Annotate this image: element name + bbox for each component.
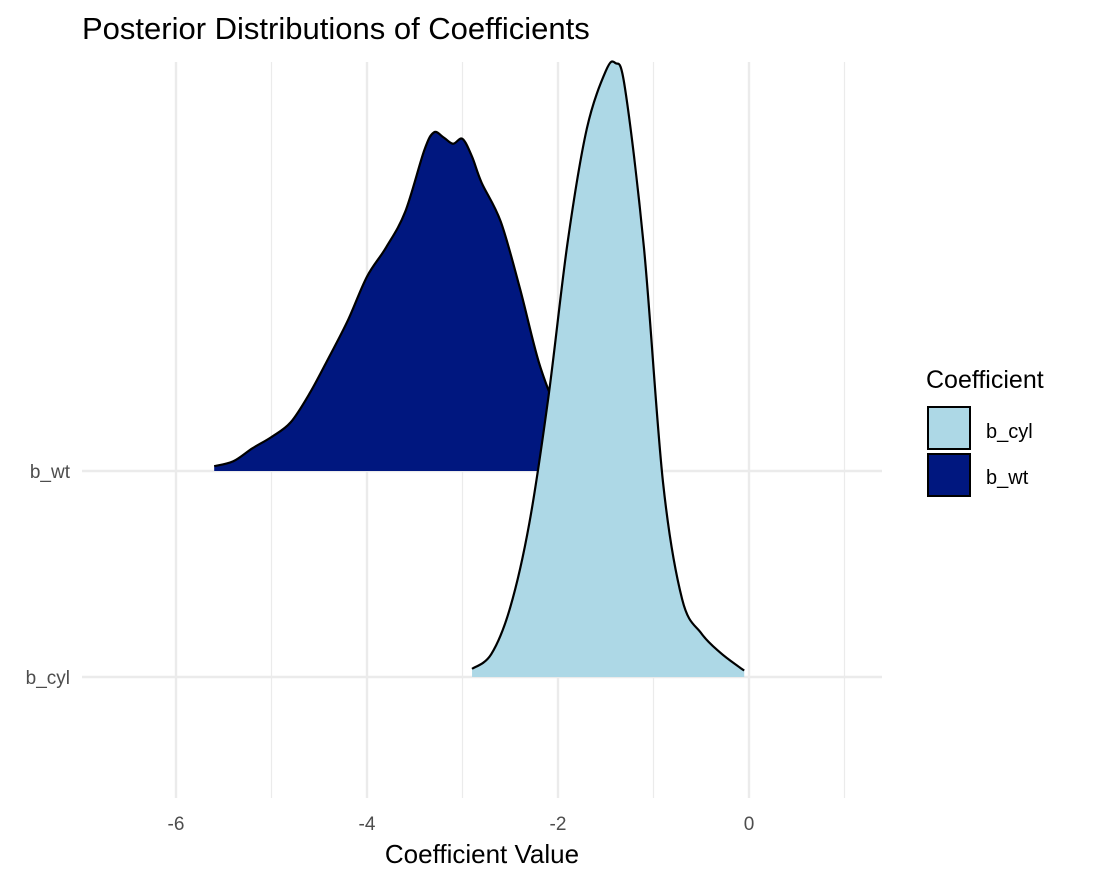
x-tick-label: -4	[359, 814, 376, 835]
density-fill-b-wt	[214, 131, 568, 471]
y-tick-label: b_wt	[30, 462, 71, 483]
x-tick-label: -2	[550, 814, 567, 835]
density-layer	[213, 60, 745, 678]
legend-title: Coefficient	[926, 366, 1044, 394]
legend-label-b-wt: b_wt	[986, 467, 1029, 489]
chart-title: Posterior Distributions of Coefficients	[82, 11, 590, 46]
y-tick-label: b_cyl	[26, 668, 70, 689]
legend: Coefficient b_cyl b_wt	[926, 366, 1044, 497]
x-axis: -6 -4 -2 0	[168, 814, 755, 835]
x-tick-label: 0	[744, 814, 755, 835]
legend-swatch-b-cyl	[927, 406, 971, 450]
y-axis: b_cyl b_wt	[26, 462, 71, 689]
density-fill-b-cyl	[472, 61, 745, 678]
density-outline-b-wt	[213, 130, 569, 468]
density-outline-b-cyl	[471, 60, 745, 672]
legend-swatch-b-wt	[927, 453, 971, 497]
x-tick-label: -6	[168, 814, 185, 835]
x-axis-title: Coefficient Value	[385, 839, 579, 869]
legend-label-b-cyl: b_cyl	[986, 421, 1033, 443]
